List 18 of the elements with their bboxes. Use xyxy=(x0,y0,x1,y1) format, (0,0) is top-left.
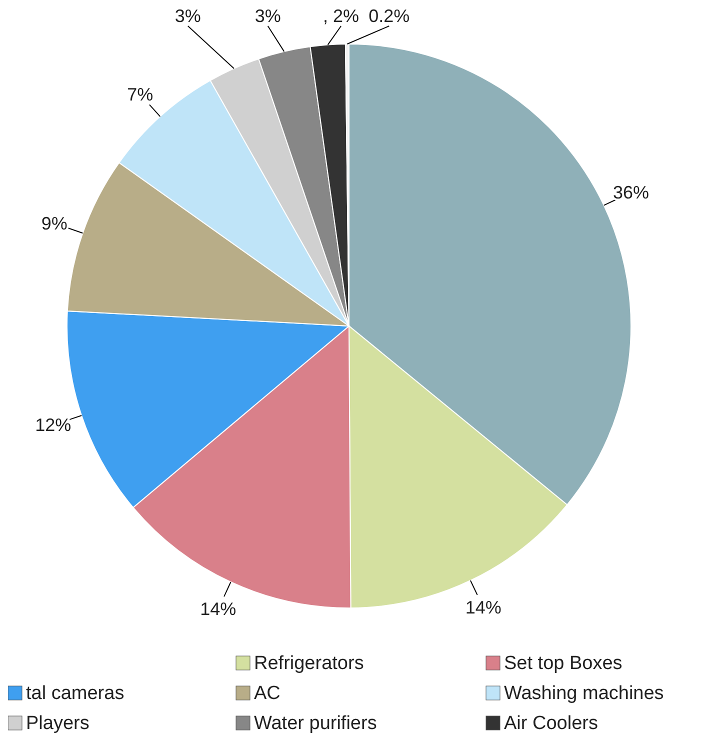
legend-label: Washing machines xyxy=(504,683,664,704)
legend-label: tal cameras xyxy=(26,683,124,704)
data-label: 3% xyxy=(254,6,281,26)
data-label: 3% xyxy=(174,6,201,26)
legend-label: AC xyxy=(254,683,280,704)
data-label: 7% xyxy=(127,84,154,104)
legend-label: Set top Boxes xyxy=(504,653,622,674)
legend-label: Refrigerators xyxy=(254,653,364,674)
data-label: 14% xyxy=(465,598,502,618)
data-label: 0.2% xyxy=(368,6,410,26)
data-label: 36% xyxy=(612,182,650,203)
data-label: 12% xyxy=(35,415,72,436)
legend-label: Players xyxy=(26,713,90,734)
legend-label: Water purifiers xyxy=(254,713,377,734)
data-label: 14% xyxy=(200,599,236,620)
legend-label: Air Coolers xyxy=(504,713,598,734)
data-label: 9% xyxy=(41,213,68,234)
data-label: , 2% xyxy=(323,6,360,26)
